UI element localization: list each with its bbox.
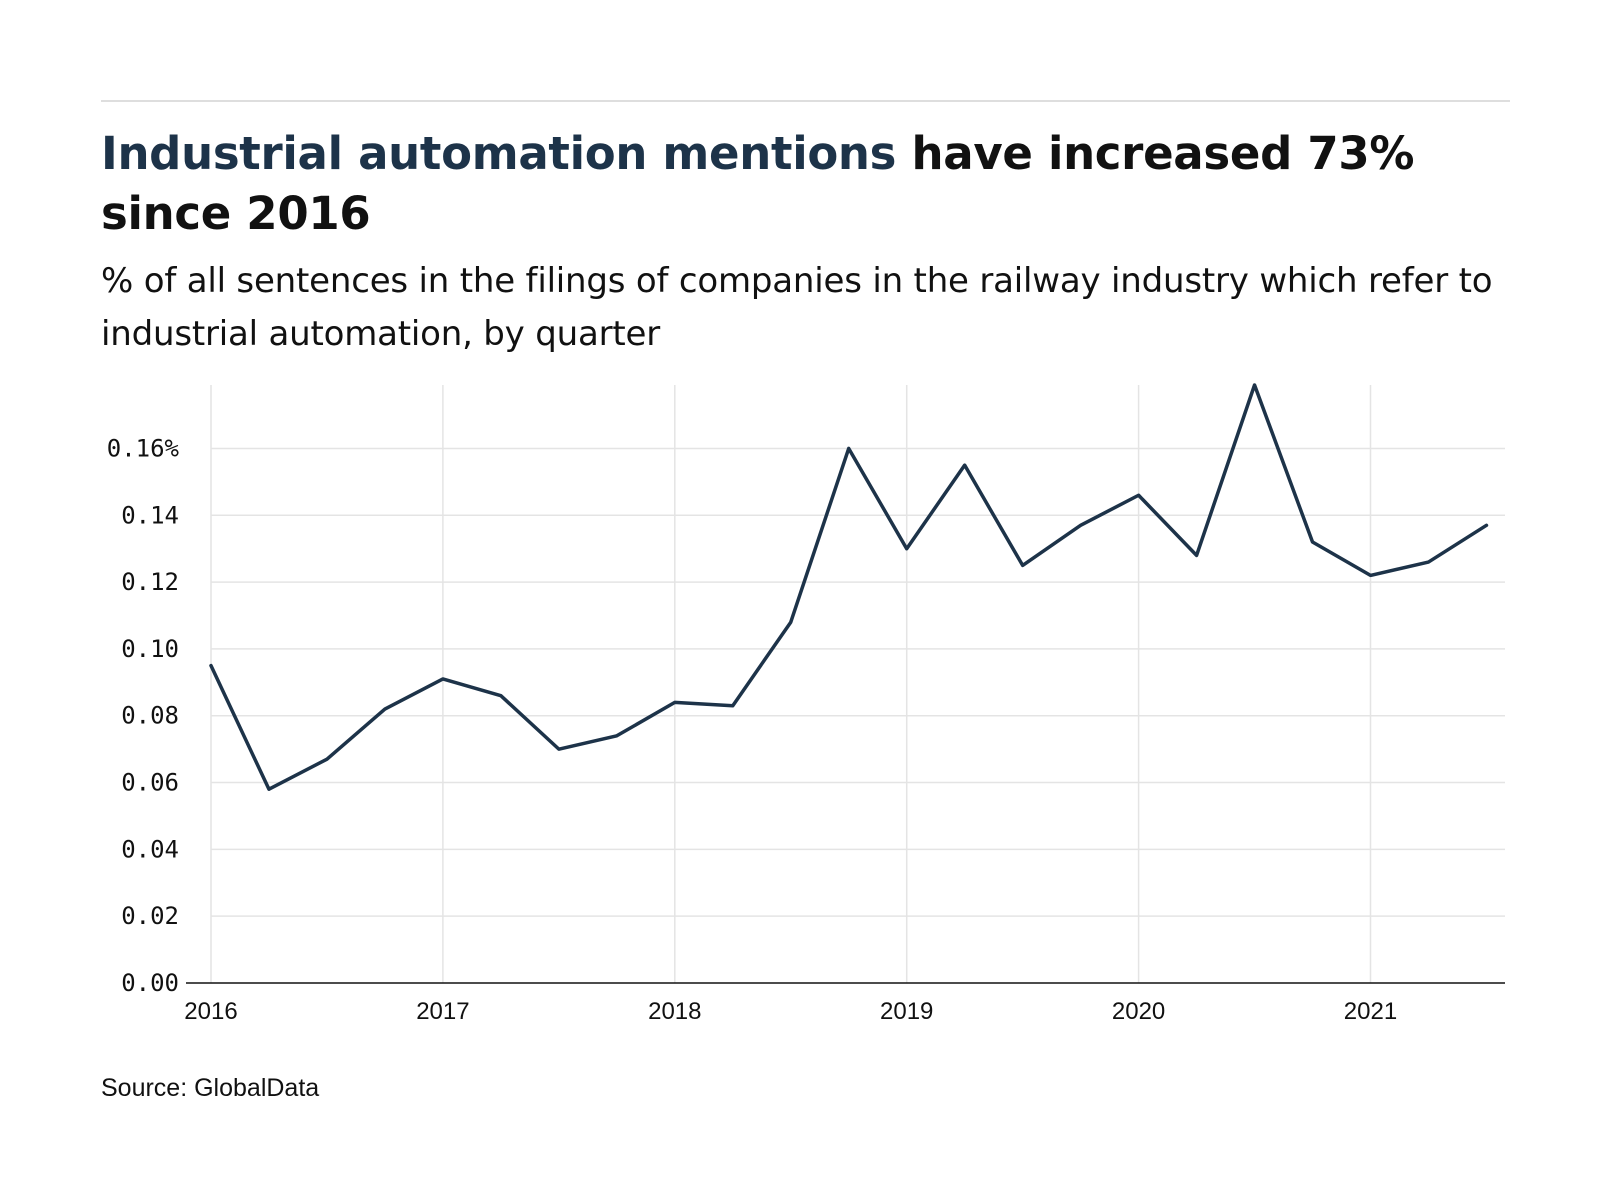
y-tick-labels: 0.00 0.02 0.04 0.06 0.08 0.10 0.12 0.14 0.16% bbox=[107, 434, 180, 997]
data-point bbox=[905, 547, 909, 551]
y-tick-label: 0.02 bbox=[121, 902, 179, 930]
y-tick-label: 0.16% bbox=[107, 434, 180, 462]
y-tick-label: 0.00 bbox=[121, 969, 179, 997]
data-point bbox=[499, 694, 503, 698]
data-point bbox=[557, 747, 561, 751]
source-note: Source: GlobalData bbox=[101, 1074, 320, 1102]
data-point bbox=[1195, 553, 1199, 557]
y-tick-label: 0.14 bbox=[121, 501, 179, 529]
x-tick-label: 2017 bbox=[416, 998, 469, 1025]
vertical-gridlines bbox=[210, 385, 1372, 983]
x-tick-label: 2018 bbox=[648, 998, 701, 1025]
data-point bbox=[847, 446, 851, 450]
data-point bbox=[1021, 563, 1025, 567]
top-rule bbox=[101, 100, 1510, 102]
data-point bbox=[441, 677, 445, 681]
series-line bbox=[209, 383, 1489, 791]
x-tick-label: 2016 bbox=[184, 998, 237, 1025]
data-point bbox=[963, 463, 967, 467]
data-point bbox=[1137, 493, 1141, 497]
horizontal-gridlines bbox=[211, 447, 1505, 917]
data-points bbox=[209, 383, 1488, 791]
data-point bbox=[209, 664, 213, 668]
title-highlight: Industrial automation mentions bbox=[101, 127, 897, 180]
y-tick-label: 0.12 bbox=[121, 568, 179, 596]
y-tick-label: 0.04 bbox=[121, 835, 179, 863]
y-tick-label: 0.06 bbox=[121, 769, 179, 797]
data-point bbox=[1253, 383, 1257, 387]
data-point bbox=[673, 700, 677, 704]
x-tick-label: 2020 bbox=[1112, 998, 1165, 1025]
chart-title: Industrial automation mentions have incr… bbox=[101, 124, 1521, 244]
data-point bbox=[1426, 560, 1430, 564]
data-point bbox=[325, 757, 329, 761]
data-point bbox=[731, 704, 735, 708]
data-point bbox=[1369, 573, 1373, 577]
chart-subtitle: % of all sentences in the filings of com… bbox=[101, 261, 1493, 354]
data-point bbox=[615, 734, 619, 738]
data-point bbox=[789, 620, 793, 624]
x-tick-label: 2021 bbox=[1344, 998, 1397, 1025]
data-point bbox=[1311, 540, 1315, 544]
data-point bbox=[383, 707, 387, 711]
x-tick-labels: 2016 2017 2018 2019 2020 2021 bbox=[184, 998, 1397, 1025]
y-tick-label: 0.10 bbox=[121, 635, 179, 663]
title-rest: have increased 73% since 2016 bbox=[101, 127, 1415, 240]
data-point bbox=[1484, 523, 1488, 527]
data-point bbox=[267, 787, 271, 791]
y-tick-label: 0.08 bbox=[121, 702, 179, 730]
x-tick-label: 2019 bbox=[880, 998, 933, 1025]
data-point bbox=[1079, 523, 1083, 527]
